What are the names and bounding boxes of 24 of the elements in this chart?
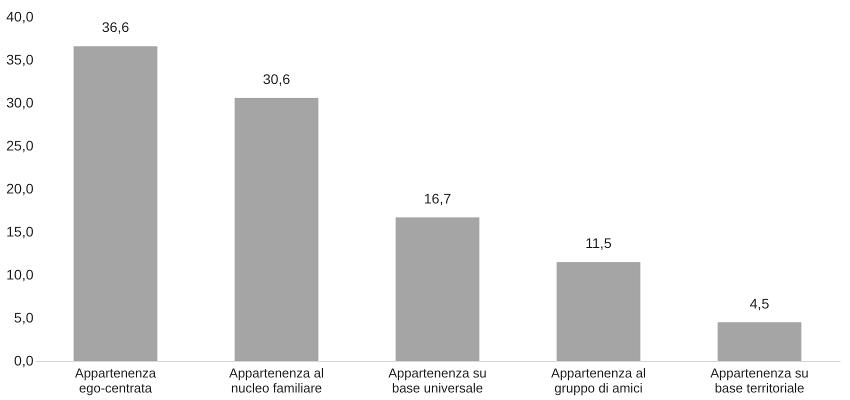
x-tick-label: Appartenenza al nucleo familiare (229, 366, 324, 396)
bar (74, 46, 158, 361)
bar (718, 322, 802, 361)
x-tick-label: Appartenenza al gruppo di amici (551, 366, 646, 396)
bar (396, 217, 480, 361)
bar (556, 262, 640, 361)
y-tick-label: 20,0 (6, 180, 34, 196)
data-label: 36,6 (102, 19, 130, 36)
y-tick-label: 10,0 (6, 266, 34, 282)
x-tick-label: Appartenenza su base territoriale (710, 366, 809, 396)
data-label: 11,5 (585, 235, 612, 252)
y-tick-label: 30,0 (6, 94, 34, 110)
data-label: 16,7 (424, 190, 452, 206)
y-tick-label: 25,0 (6, 138, 34, 154)
x-tick-label: Appartenenza ego-centrata (75, 366, 157, 396)
data-label: 30,6 (262, 70, 290, 87)
y-tick-label: 35,0 (6, 52, 34, 68)
data-label: 4,5 (750, 295, 770, 312)
bar (234, 98, 318, 361)
y-tick-label: 15,0 (6, 224, 34, 240)
y-tick-label: 5,0 (14, 310, 34, 326)
y-tick-label: 40,0 (6, 8, 34, 24)
x-tick-label: Appartenenza su base universale (388, 366, 487, 396)
y-tick-label: 0,0 (14, 352, 34, 368)
